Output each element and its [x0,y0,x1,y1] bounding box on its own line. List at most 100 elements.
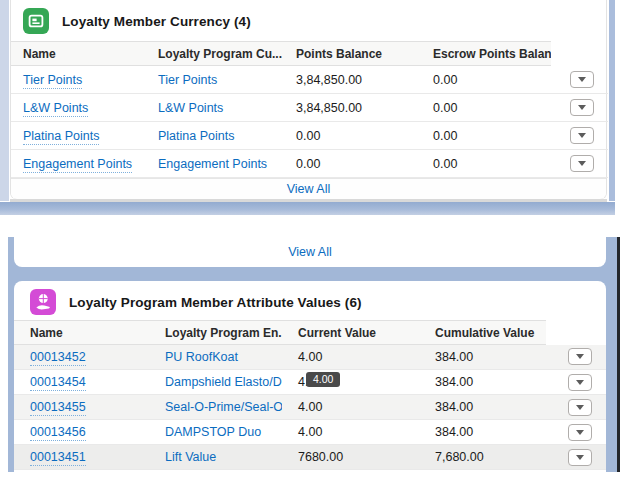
cell-value: 7680.00 [282,445,419,470]
column-header[interactable]: Name [11,42,146,66]
table-row: 00013455Seal-O-Prime/Seal-O...4.00384.00 [14,395,606,420]
loyalty-member-currency-card: Loyalty Member Currency (4) NameLoyalty … [10,0,607,199]
record-name-link[interactable]: 00013452 [30,350,86,366]
table-row: L&W Points L&W Points 3,84,850.000.00 [11,94,608,122]
link-cell: Dampshield Elasto/D... [149,370,282,395]
column-header[interactable]: Points Balance [284,42,421,66]
screenshot-top: Loyalty Member Currency (4) NameLoyalty … [0,0,623,218]
cell-value: 3,84,850.00 [284,66,421,94]
link-cell: 00013452 [14,345,149,370]
cell-value: 384.00 [419,370,546,395]
chevron-down-icon [576,455,584,460]
cell-value: 0.00 [421,94,551,122]
cell-value: 0.00 [421,122,551,150]
screenshot-bottom: View All Loyalty Program Member Attribut… [0,237,623,478]
table-row: Platina Points Platina Points 0.000.00 [11,122,608,150]
view-all-footer: View All [11,178,606,199]
record-name-link[interactable]: 00013456 [30,425,86,441]
link-cell: Lift Value [149,445,282,470]
chevron-down-icon [576,405,584,410]
link-cell: Tier Points [146,66,284,94]
row-actions-cell [551,122,608,150]
column-header[interactable]: Loyalty Program En... [149,321,282,345]
row-actions-button[interactable] [568,449,592,466]
card-header: Loyalty Program Member Attribute Values … [14,281,606,320]
related-record-link[interactable]: Platina Points [158,129,234,143]
link-cell: Platina Points [146,122,284,150]
row-actions-cell [551,94,608,122]
row-actions-cell [546,370,606,395]
link-cell: Seal-O-Prime/Seal-O... [149,395,282,420]
table-row: Tier Points Tier Points 3,84,850.000.00 [11,66,608,94]
row-actions-button[interactable] [568,348,592,365]
chevron-down-icon [576,430,584,435]
column-header[interactable]: Cumulative Value [419,321,546,345]
record-name-link[interactable]: Tier Points [23,73,82,89]
cell-value: 4.00 [282,395,419,420]
card-title: Loyalty Program Member Attribute Values … [69,295,362,310]
related-record-link[interactable]: DAMPSTOP Duo [165,425,261,439]
chevron-down-icon [578,105,586,110]
cell-value: 0.00 [284,122,421,150]
value-tooltip: 4.00 [306,372,340,387]
column-header[interactable]: Name [14,321,149,345]
table-header-row: NameLoyalty Program En...Current ValueCu… [14,321,606,345]
row-actions-cell [546,395,606,420]
record-name-link[interactable]: 00013454 [30,375,86,391]
currency-table: NameLoyalty Program Cu...Points BalanceE… [11,41,608,178]
cell-value: 7,680.00 [419,445,546,470]
row-actions-cell [546,345,606,370]
card-title: Loyalty Member Currency (4) [62,14,251,29]
record-name-link[interactable]: L&W Points [23,101,88,117]
row-actions-button[interactable] [570,71,594,88]
row-actions-button[interactable] [568,399,592,416]
link-cell: Platina Points [11,122,146,150]
table-row: 00013451 Lift Value 7680.007,680.00 [14,445,606,470]
row-actions-cell [546,445,606,470]
cell-value: 0.00 [421,150,551,178]
page-bg-strip-left [0,0,9,201]
row-actions-button[interactable] [570,155,594,172]
row-actions-button[interactable] [570,127,594,144]
row-actions-cell [551,150,608,178]
related-record-link[interactable]: Engagement Points [158,157,267,171]
table-row: 00013452PU RoofKoat4.00384.00 [14,345,606,370]
link-cell: Tier Points [11,66,146,94]
record-name-link[interactable]: 00013451 [30,450,86,466]
related-record-link[interactable]: L&W Points [158,101,223,115]
related-record-link[interactable]: Seal-O-Prime/Seal-O... [165,400,282,414]
link-cell: DAMPSTOP Duo [149,420,282,445]
page: Loyalty Member Currency (4) NameLoyalty … [0,0,623,478]
table-header-row: NameLoyalty Program Cu...Points BalanceE… [11,42,608,66]
column-header[interactable]: Loyalty Program Cu... [146,42,284,66]
loyalty-member-currency-icon [23,8,49,34]
cell-value: 3,84,850.00 [284,94,421,122]
attribute-values-table: NameLoyalty Program En...Current ValueCu… [14,320,606,470]
cell-value: 4.00 [282,370,419,395]
view-all-link[interactable]: View All [288,245,332,259]
related-record-link[interactable]: PU RoofKoat [165,350,238,364]
row-actions-button[interactable] [568,424,592,441]
view-all-fragment-card: View All [14,237,606,267]
related-record-link[interactable]: Tier Points [158,73,217,87]
link-cell: Engagement Points [146,150,284,178]
row-actions-button[interactable] [568,374,592,391]
chevron-down-icon [578,161,586,166]
chevron-down-icon [576,380,584,385]
related-record-link[interactable]: Dampshield Elasto/D... [165,375,282,389]
view-all-link[interactable]: View All [287,182,331,196]
link-cell: 00013454 [14,370,149,395]
chevron-down-icon [578,133,586,138]
related-record-link[interactable]: Lift Value [165,450,216,464]
record-name-link[interactable]: Engagement Points [23,157,132,173]
table-row: Engagement PointsEngagement Points0.000.… [11,150,608,178]
column-header[interactable]: Escrow Points Balan... [421,42,551,66]
row-actions-button[interactable] [570,99,594,116]
link-cell: 00013455 [14,395,149,420]
cell-value: 0.00 [421,66,551,94]
record-name-link[interactable]: 00013455 [30,400,86,416]
chevron-down-icon [578,77,586,82]
record-name-link[interactable]: Platina Points [23,129,99,145]
column-header[interactable]: Current Value [282,321,419,345]
link-cell: 00013451 [14,445,149,470]
